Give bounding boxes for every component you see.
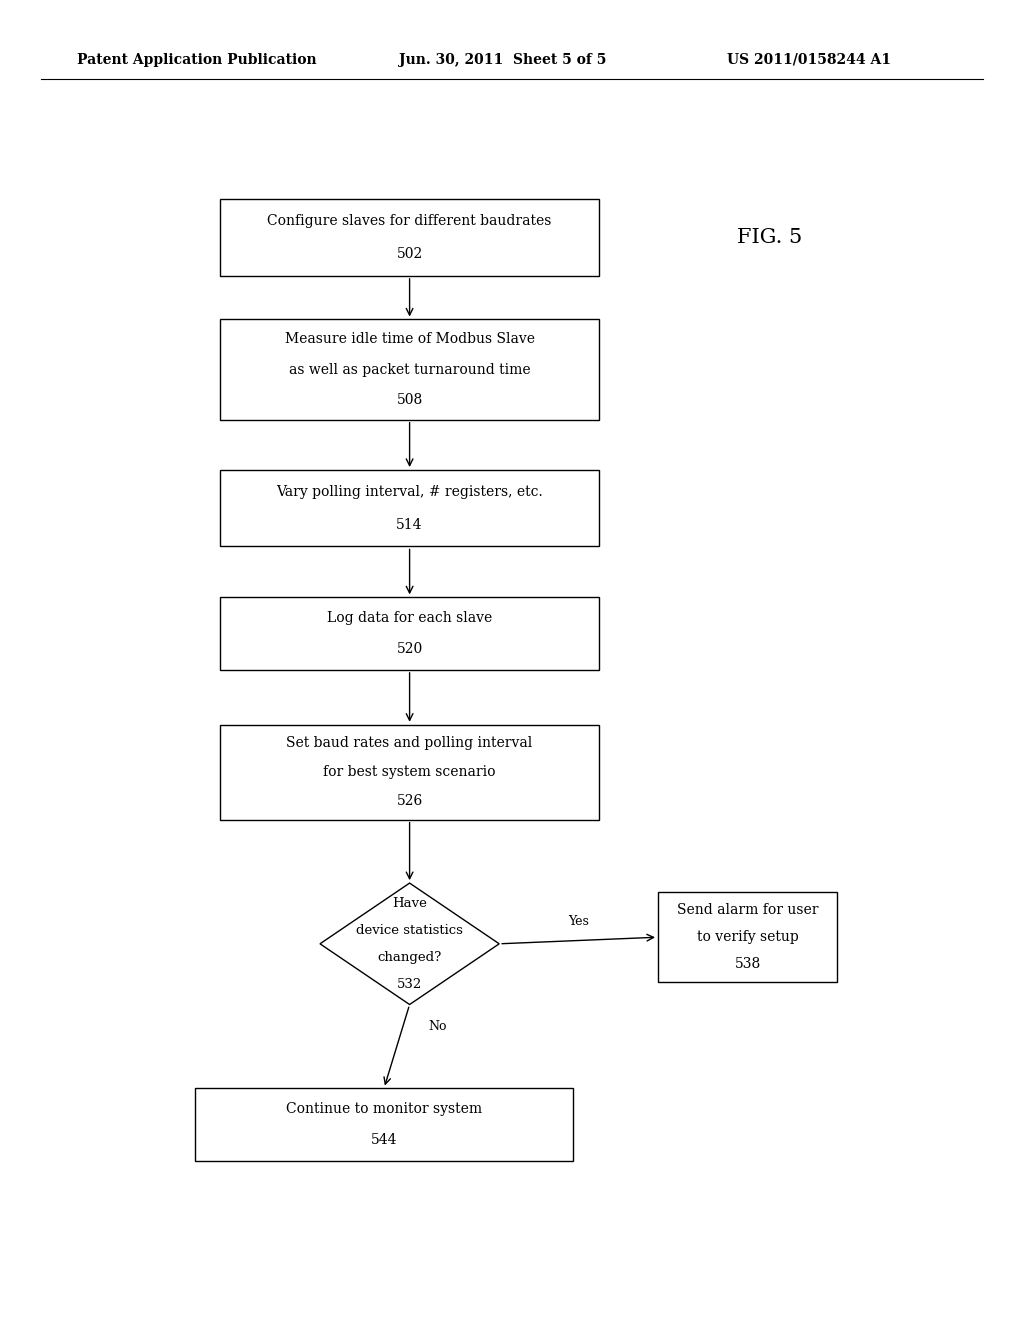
Text: 508: 508 bbox=[396, 393, 423, 407]
Text: Patent Application Publication: Patent Application Publication bbox=[77, 53, 316, 67]
Text: Have: Have bbox=[392, 896, 427, 909]
FancyBboxPatch shape bbox=[657, 892, 837, 982]
Text: to verify setup: to verify setup bbox=[696, 931, 799, 944]
FancyBboxPatch shape bbox=[220, 470, 599, 546]
Text: Set baud rates and polling interval: Set baud rates and polling interval bbox=[287, 737, 532, 750]
Text: for best system scenario: for best system scenario bbox=[324, 766, 496, 779]
Text: 502: 502 bbox=[396, 247, 423, 261]
Text: changed?: changed? bbox=[378, 950, 441, 964]
Text: Configure slaves for different baudrates: Configure slaves for different baudrates bbox=[267, 214, 552, 228]
Text: Yes: Yes bbox=[568, 915, 589, 928]
Text: FIG. 5: FIG. 5 bbox=[737, 228, 803, 247]
Text: 532: 532 bbox=[397, 978, 422, 991]
Text: US 2011/0158244 A1: US 2011/0158244 A1 bbox=[727, 53, 891, 67]
Text: 538: 538 bbox=[734, 957, 761, 972]
Text: Log data for each slave: Log data for each slave bbox=[327, 611, 493, 624]
Text: Continue to monitor system: Continue to monitor system bbox=[286, 1102, 482, 1115]
FancyBboxPatch shape bbox=[195, 1088, 573, 1162]
Text: 526: 526 bbox=[396, 795, 423, 808]
FancyBboxPatch shape bbox=[220, 597, 599, 671]
FancyBboxPatch shape bbox=[220, 725, 599, 820]
Text: 544: 544 bbox=[371, 1134, 397, 1147]
Polygon shape bbox=[319, 883, 500, 1005]
Text: Vary polling interval, # registers, etc.: Vary polling interval, # registers, etc. bbox=[276, 484, 543, 499]
Text: Send alarm for user: Send alarm for user bbox=[677, 903, 818, 917]
Text: Jun. 30, 2011  Sheet 5 of 5: Jun. 30, 2011 Sheet 5 of 5 bbox=[399, 53, 607, 67]
Text: Measure idle time of Modbus Slave: Measure idle time of Modbus Slave bbox=[285, 333, 535, 346]
FancyBboxPatch shape bbox=[220, 199, 599, 276]
Text: as well as packet turnaround time: as well as packet turnaround time bbox=[289, 363, 530, 376]
FancyBboxPatch shape bbox=[220, 319, 599, 420]
Text: 514: 514 bbox=[396, 517, 423, 532]
Text: device statistics: device statistics bbox=[356, 924, 463, 937]
Text: No: No bbox=[428, 1020, 446, 1034]
Text: 520: 520 bbox=[396, 643, 423, 656]
